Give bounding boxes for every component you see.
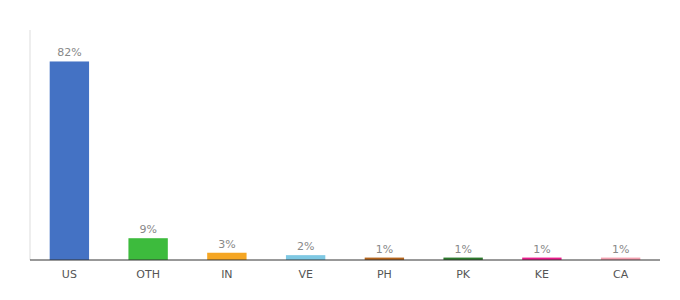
- chart-container: 82% 9% 3% 2% 1% 1% 1% 1% US OTH IN VE PH PK KE CA: [0, 0, 680, 300]
- x-tick-label: CA: [613, 268, 629, 281]
- x-tick-label: OTH: [136, 268, 160, 281]
- x-axis-line: [30, 260, 660, 261]
- x-tick-label: PK: [456, 268, 471, 281]
- x-tick-label: VE: [298, 268, 313, 281]
- chart: 82% 9% 3% 2% 1% 1% 1% 1% US OTH IN VE PH PK KE CA: [0, 0, 680, 300]
- x-tick-label: KE: [535, 268, 549, 281]
- bars: [50, 61, 641, 260]
- bar: [207, 253, 246, 260]
- x-tick-label: PH: [377, 268, 392, 281]
- x-tick-label: IN: [221, 268, 232, 281]
- data-label: 1%: [376, 243, 393, 256]
- bar: [128, 238, 167, 260]
- data-label: 1%: [612, 243, 629, 256]
- bar: [286, 255, 325, 260]
- data-label: 1%: [533, 243, 550, 256]
- data-label: 2%: [297, 240, 314, 253]
- bar: [50, 61, 89, 260]
- data-label: 3%: [218, 238, 235, 251]
- data-label: 82%: [57, 46, 81, 59]
- data-label: 9%: [139, 223, 156, 236]
- x-tick-label: US: [62, 268, 77, 281]
- y-axis-line: [30, 30, 31, 260]
- data-label: 1%: [454, 243, 471, 256]
